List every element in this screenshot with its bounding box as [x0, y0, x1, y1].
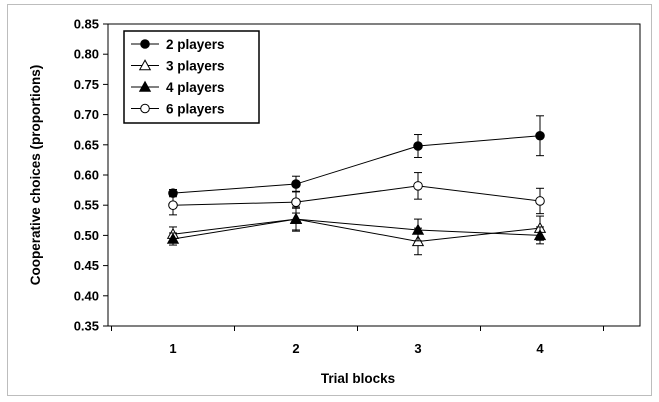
- x-tick-label: 3: [414, 341, 421, 356]
- x-axis: 1 2 3 4: [111, 326, 604, 356]
- legend-item: 6 players: [131, 102, 225, 117]
- data-point: [166, 232, 180, 244]
- y-tick-label: 0.45: [74, 258, 99, 273]
- legend-item: 4 players: [131, 80, 225, 95]
- y-tick-label: 0.75: [74, 77, 99, 92]
- y-tick-label: 0.85: [74, 17, 99, 32]
- y-axis-title: Cooperative choices (proportions): [28, 65, 43, 286]
- data-point: [413, 181, 423, 191]
- series-line: [172, 218, 541, 242]
- data-point: [168, 200, 178, 210]
- x-tick-label: 4: [536, 341, 544, 356]
- legend-label: 2 players: [166, 37, 225, 52]
- y-tick-label: 0.50: [74, 228, 99, 243]
- data-point: [535, 130, 545, 141]
- y-tick-label: 0.35: [74, 319, 99, 334]
- series-line: [172, 185, 541, 206]
- legend-marker: [140, 103, 150, 114]
- x-tick-label: 1: [169, 341, 176, 356]
- y-tick-label: 0.70: [74, 107, 99, 122]
- y-axis: 0.35 0.40 0.45 0.50 0.55 0.60 0.65 0.70 0.75 0.80…: [74, 17, 108, 334]
- data-point: [533, 229, 547, 241]
- series-layer: [166, 115, 547, 256]
- legend-item: 2 players: [131, 37, 225, 52]
- data-point: [411, 223, 425, 235]
- y-tick-label: 0.80: [74, 47, 99, 62]
- legend-label: 6 players: [166, 102, 225, 117]
- data-point: [535, 196, 545, 206]
- legend: 2 players 3 players 4 players 6 players: [123, 30, 260, 124]
- legend-label: 3 players: [166, 59, 225, 74]
- y-tick-label: 0.65: [74, 137, 99, 152]
- legend-marker: [138, 80, 152, 92]
- legend-item: 3 players: [131, 59, 225, 74]
- y-tick-label: 0.55: [74, 198, 99, 213]
- x-tick-label: 2: [292, 341, 299, 356]
- y-tick-label: 0.60: [74, 168, 99, 183]
- series-3: [166, 207, 547, 246]
- data-point: [289, 212, 303, 224]
- series-line: [172, 135, 541, 194]
- series-4: [168, 172, 545, 216]
- legend-marker: [140, 39, 150, 49]
- series-1: [168, 115, 545, 198]
- x-axis-title: Trial blocks: [321, 371, 395, 386]
- y-tick-label: 0.40: [74, 288, 99, 303]
- data-point: [291, 179, 301, 189]
- legend-marker: [138, 59, 152, 71]
- legend-label: 4 players: [166, 80, 225, 95]
- data-point: [413, 141, 423, 151]
- series-line: [172, 218, 541, 240]
- data-point: [291, 197, 301, 207]
